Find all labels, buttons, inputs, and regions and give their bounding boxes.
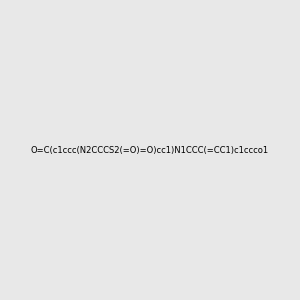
- Text: O=C(c1ccc(N2CCCS2(=O)=O)cc1)N1CCC(=CC1)c1ccco1: O=C(c1ccc(N2CCCS2(=O)=O)cc1)N1CCC(=CC1)c…: [31, 146, 269, 154]
